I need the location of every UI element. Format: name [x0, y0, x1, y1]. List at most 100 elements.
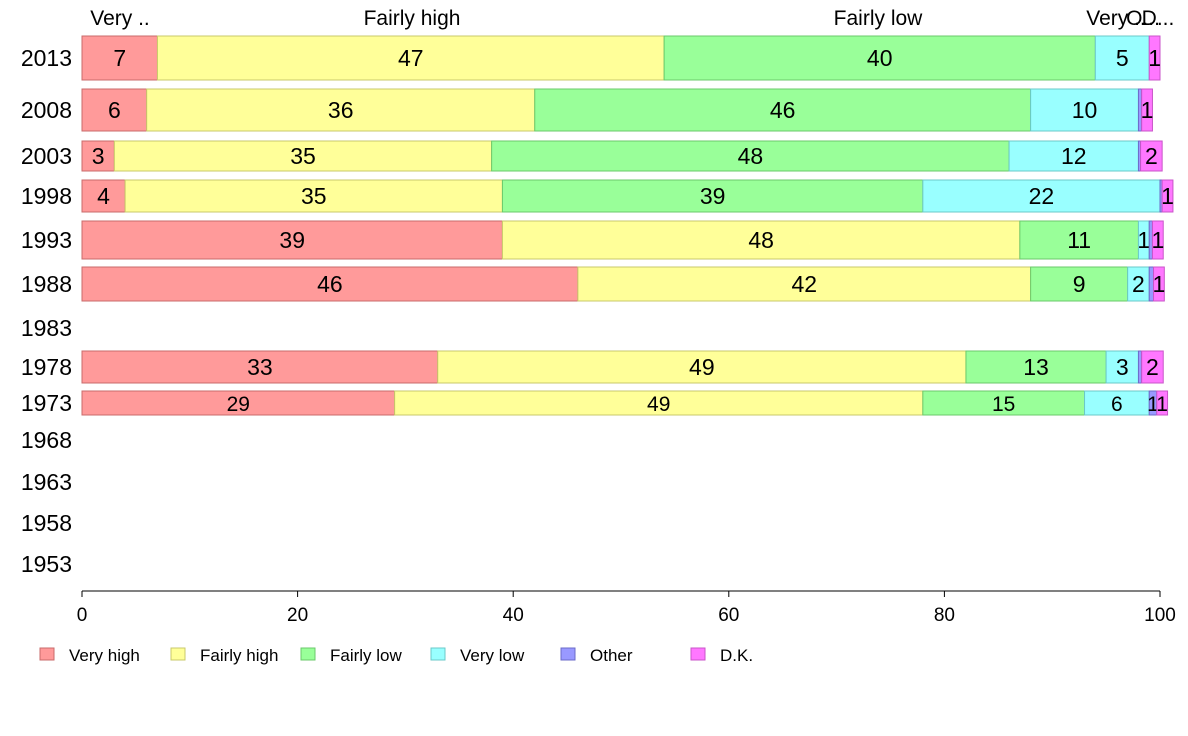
bar-2013-fairly-low: [663, 35, 1096, 81]
legend-label-3: Very low: [460, 646, 525, 665]
legend-swatch-1: [170, 647, 186, 661]
bar-2003-very-high: [81, 140, 115, 172]
data-label-2008-5: 1: [1141, 97, 1154, 123]
bar-2008-d-k-: [1141, 88, 1153, 132]
y-label-1993: 1993: [21, 227, 72, 253]
data-label-1973-0: 29: [227, 393, 250, 416]
top-label-0: Very ..: [90, 7, 150, 30]
data-label-2003-5: 2: [1145, 143, 1158, 169]
bar-1978-fairly-low: [965, 350, 1107, 384]
data-label-1988-5: 1: [1153, 271, 1166, 297]
data-label-2003-0: 3: [92, 143, 105, 169]
x-tick-label-40: 40: [503, 605, 524, 626]
legend-swatch-3: [430, 647, 446, 661]
data-label-1973-2: 15: [992, 393, 1015, 416]
y-label-1978: 1978: [21, 354, 72, 380]
bar-1993-fairly-low: [1019, 220, 1139, 260]
bar-1978-d-k-: [1141, 350, 1164, 384]
top-label-1: Fairly high: [364, 7, 461, 30]
bar-2003-fairly-low: [491, 140, 1010, 172]
x-tick-label-20: 20: [287, 605, 308, 626]
data-label-1998-0: 4: [97, 183, 110, 209]
data-label-1973-4: 1: [1147, 393, 1159, 416]
data-label-1998-1: 35: [301, 183, 327, 209]
bar-1988-very-high: [81, 266, 579, 302]
x-tick-label-60: 60: [718, 605, 739, 626]
data-label-2003-2: 48: [738, 143, 764, 169]
y-label-1958: 1958: [21, 510, 72, 536]
data-label-2003-1: 35: [290, 143, 316, 169]
data-label-1978-1: 49: [689, 354, 715, 380]
bar-1993-very-high: [81, 220, 503, 260]
bar-2013-d-k-: [1148, 35, 1161, 81]
legend-label-1: Fairly high: [200, 646, 278, 665]
data-label-2013-0: 7: [113, 45, 126, 71]
y-label-1998: 1998: [21, 183, 72, 209]
top-label-5: D...: [1142, 7, 1175, 30]
bar-2008-fairly-high: [146, 88, 536, 132]
y-label-1983: 1983: [21, 315, 72, 341]
data-label-1978-3: 3: [1116, 354, 1129, 380]
y-axis-labels: 2013 2008 2003 1998 1993 1988 1983 1978 1973 1968…: [21, 45, 72, 577]
x-tick-label-0: 0: [77, 605, 88, 626]
data-label-2003-3: 12: [1061, 143, 1087, 169]
data-label-2008-0: 6: [108, 97, 121, 123]
data-label-2013-1: 47: [398, 45, 424, 71]
bar-1988-fairly-low: [1030, 266, 1129, 302]
bar-2003-fairly-high: [113, 140, 493, 172]
legend-swatch-5: [690, 647, 706, 661]
bar-2003-d-k-: [1140, 140, 1163, 172]
x-axis: 0 20 40 60 80 100: [77, 590, 1176, 626]
data-label-1978-5: 2: [1146, 354, 1159, 380]
bar-1993-d-k-: [1151, 220, 1164, 260]
bar-1973-fairly-low: [922, 390, 1086, 416]
data-label-1988-0: 46: [317, 271, 343, 297]
data-label-1988-3: 2: [1132, 271, 1145, 297]
data-label-1973-1: 49: [647, 393, 670, 416]
bar-2008-very-high: [81, 88, 148, 132]
legend-label-5: D.K.: [720, 646, 753, 665]
legend-swatch-2: [300, 647, 316, 661]
bar-1973-fairly-high: [394, 390, 924, 416]
y-label-1953: 1953: [21, 551, 72, 577]
data-label-1973-5: 1: [1156, 393, 1168, 416]
y-label-1973: 1973: [21, 390, 72, 416]
top-category-labels: Very .. Fairly high Fairly low Very ..O...D…: [90, 7, 1174, 30]
y-label-2003: 2003: [21, 143, 72, 169]
data-label-2013-2: 40: [867, 45, 893, 71]
bar-1978-very-low: [1105, 350, 1139, 384]
bar-2013-very-low: [1094, 35, 1150, 81]
data-label-1993-5: 1: [1151, 227, 1164, 253]
bar-1988-fairly-high: [577, 266, 1032, 302]
bar-2008-fairly-low: [534, 88, 1032, 132]
y-label-1963: 1963: [21, 469, 72, 495]
top-label-2: Fairly low: [834, 7, 924, 30]
data-label-2013-5: 1: [1148, 45, 1161, 71]
y-label-1968: 1968: [21, 427, 72, 453]
legend: Very high Fairly high Fairly low Very low Ot…: [39, 646, 753, 665]
data-label-1978-2: 13: [1023, 354, 1049, 380]
data-label-1993-3: 1: [1137, 227, 1150, 253]
data-label-1998-3: 22: [1029, 183, 1055, 209]
data-label-2008-2: 46: [770, 97, 796, 123]
data-label-2013-3: 5: [1116, 45, 1129, 71]
y-label-1988: 1988: [21, 271, 72, 297]
data-label-1973-3: 6: [1111, 393, 1123, 416]
bar-2003-very-low: [1008, 140, 1139, 172]
legend-swatch-4: [560, 647, 576, 661]
bar-1998-very-low: [922, 179, 1161, 213]
bar-1998-d-k-: [1161, 179, 1174, 213]
data-label-1993-1: 48: [748, 227, 774, 253]
legend-label-0: Very high: [69, 646, 140, 665]
bar-1998-fairly-low: [501, 179, 924, 213]
bar-1978-very-high: [81, 350, 439, 384]
x-tick-label-100: 100: [1144, 605, 1176, 626]
y-label-2008: 2008: [21, 97, 72, 123]
data-label-2008-1: 36: [328, 97, 354, 123]
data-label-1993-2: 11: [1067, 227, 1091, 253]
bar-2013-very-high: [81, 35, 158, 81]
legend-label-2: Fairly low: [330, 646, 403, 665]
data-label-1998-2: 39: [700, 183, 726, 209]
bar-1973-d-k-: [1156, 390, 1169, 416]
